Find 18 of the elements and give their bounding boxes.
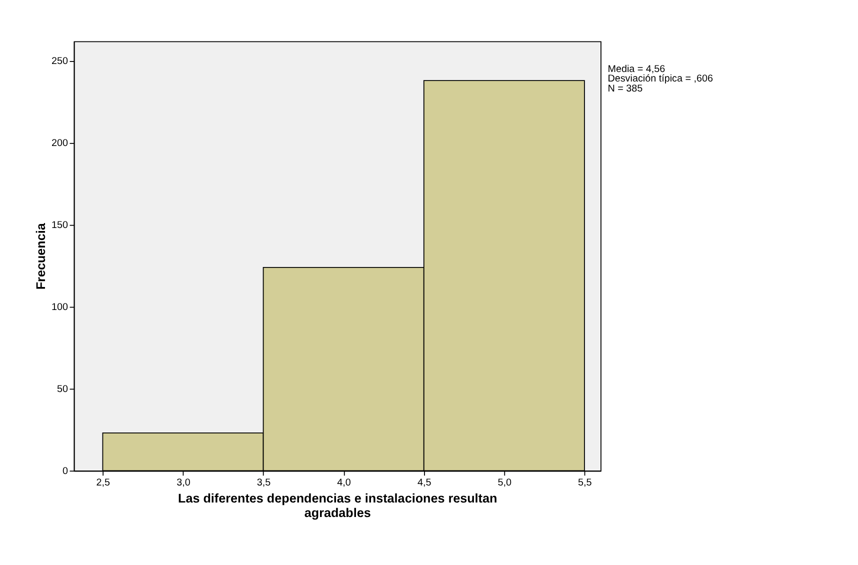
text: N = 385 <box>608 84 644 95</box>
y-tick-label: 50 <box>56 384 68 395</box>
y-axis-title: Frecuencia <box>34 222 48 290</box>
x-tick-label: 5,5 <box>578 478 592 489</box>
x-tick-label: 5,0 <box>498 478 512 489</box>
x-tick-label: 4,0 <box>337 478 352 489</box>
x-tick-label: 3,5 <box>256 478 272 489</box>
text: Media = 4,56 <box>608 64 666 75</box>
y-tick-label: 200 <box>51 138 68 149</box>
y-tick-label: 150 <box>51 220 68 231</box>
x-tick-label: 3,0 <box>176 478 191 489</box>
text: Desviación típica = ,606 <box>608 74 714 85</box>
x-tick-label: 4,5 <box>417 478 432 489</box>
x-axis-title: Las diferentes dependencias e instalaciones resultan agradables <box>178 492 498 520</box>
x-tick-label: 2,5 <box>96 478 111 489</box>
y-tick-label: 0 <box>62 466 68 477</box>
y-tick-label: 250 <box>51 56 68 68</box>
y-tick-label: 100 <box>51 302 68 313</box>
